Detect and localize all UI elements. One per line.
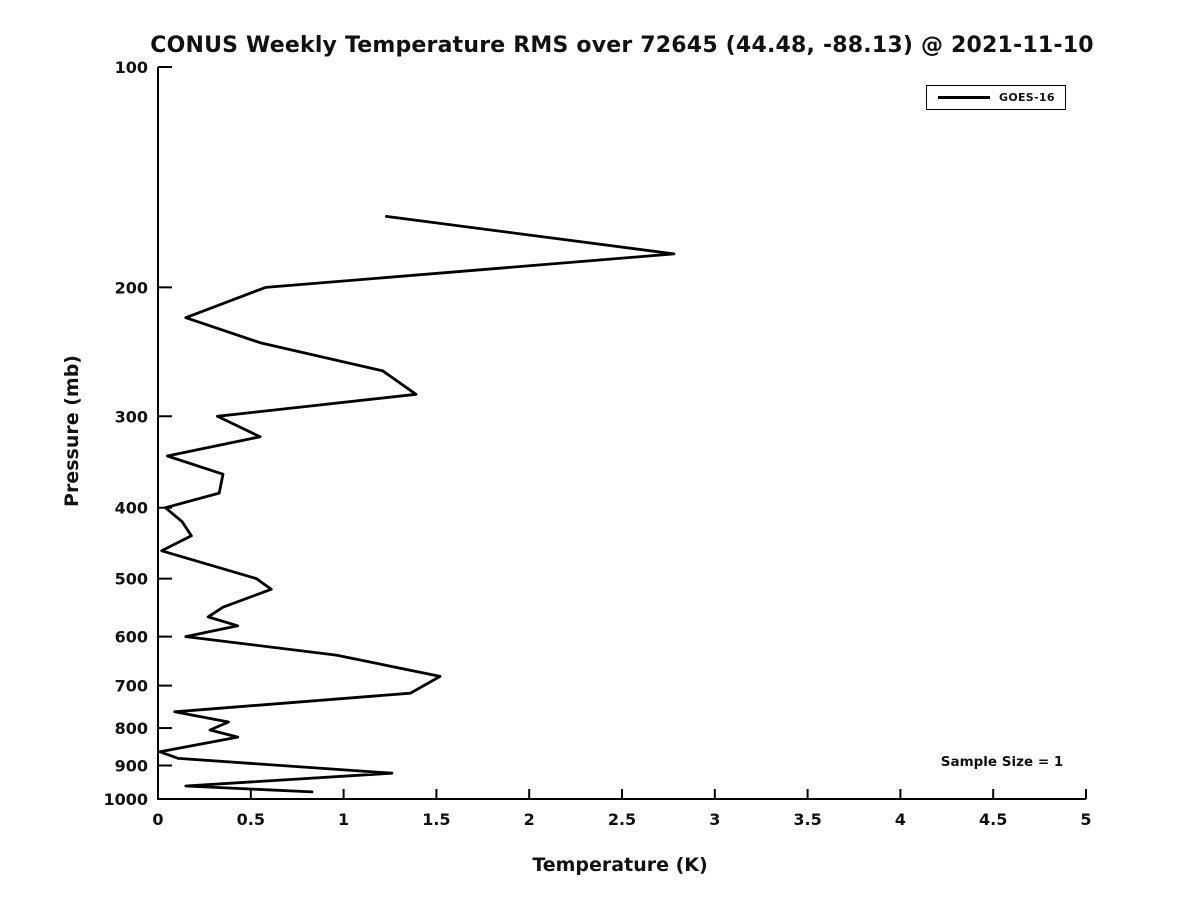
- series-line-goes-16: [158, 214, 676, 794]
- y-tick-label: 800: [115, 719, 148, 738]
- legend-box: GOES-16: [926, 85, 1066, 110]
- x-tick-label: 3.5: [793, 810, 821, 829]
- x-tick-label: 4: [895, 810, 906, 829]
- axis-spines: [157, 67, 1086, 800]
- y-tick-label: 400: [115, 499, 148, 518]
- y-tick-label: 1000: [103, 790, 148, 809]
- x-tick-label: 2: [524, 810, 535, 829]
- y-tick-label: 600: [115, 628, 148, 647]
- sample-size-annotation: Sample Size = 1: [940, 754, 1064, 770]
- x-tick-label: 1.5: [422, 810, 450, 829]
- x-axis-label: Temperature (K): [532, 854, 708, 876]
- y-tick-label: 100: [115, 58, 148, 77]
- x-tick-label: 2.5: [608, 810, 636, 829]
- chart-title: CONUS Weekly Temperature RMS over 72645 …: [150, 33, 1094, 58]
- x-tick-label: 0.5: [237, 810, 265, 829]
- y-tick-label: 500: [115, 570, 148, 589]
- legend-series-label: GOES-16: [999, 91, 1055, 104]
- x-tick-label: 0: [152, 810, 163, 829]
- x-tick-label: 5: [1080, 810, 1091, 829]
- x-tick-label: 4.5: [979, 810, 1007, 829]
- legend-line-sample-icon: [938, 95, 990, 100]
- x-tick-label: 1: [338, 810, 349, 829]
- y-tick-label: 200: [115, 278, 148, 297]
- y-tick-label: 900: [115, 757, 148, 776]
- y-tick-label: 700: [115, 677, 148, 696]
- y-tick-label: 300: [115, 407, 148, 426]
- x-tick-label: 3: [709, 810, 720, 829]
